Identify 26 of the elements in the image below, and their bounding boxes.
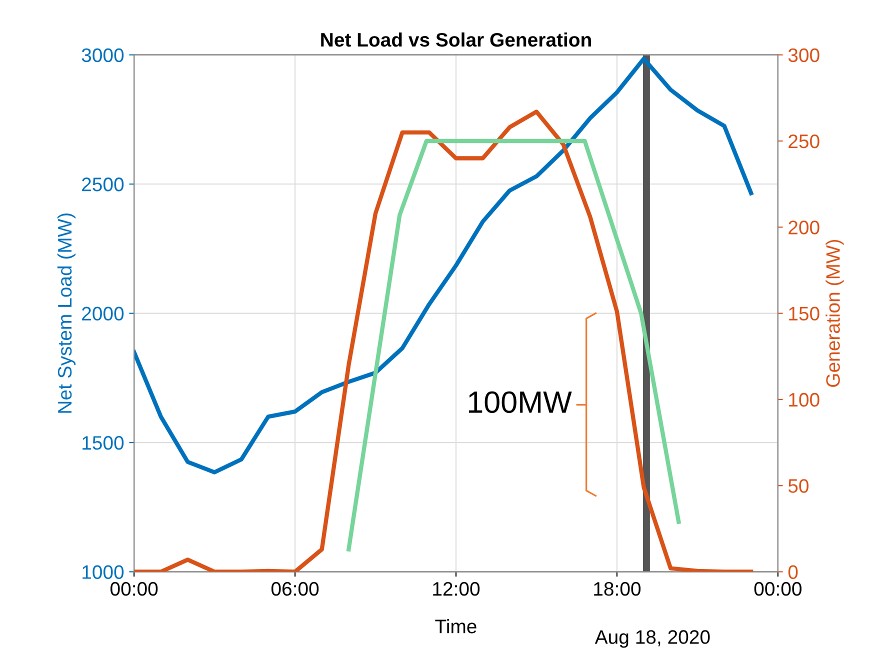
y2-axis-title: Generation (MW): [826, 240, 844, 387]
annotation: 100MW: [468, 391, 572, 414]
y-axis-title: Net System Load (MW): [57, 213, 76, 413]
x-tick-label: 00:00: [754, 582, 802, 596]
y2-tick-label: 150: [789, 306, 820, 321]
y2-tick-label: 200: [788, 220, 820, 234]
x-tick-label: 00:00: [110, 582, 158, 596]
y2-tick-label: 0: [788, 565, 798, 579]
x-axis-title: Time: [435, 619, 476, 634]
x-tick-label: 12:00: [433, 582, 480, 596]
y2-tick-label: 50: [788, 479, 809, 493]
chart-title: Net Load vs Solar Generation: [321, 32, 591, 47]
y2-tick-label: 300: [788, 48, 820, 62]
y-tick-label: 3000: [82, 48, 124, 62]
x-tick-label: 18:00: [594, 582, 641, 596]
y2-tick-label: 100: [789, 392, 820, 407]
line-series: [134, 110, 754, 572]
line-series: [346, 138, 681, 552]
y2-tick-label: 250: [788, 134, 820, 148]
y-tick-label: 2000: [82, 306, 124, 321]
y-tick-label: 1500: [82, 436, 124, 450]
y-tick-label: 1000: [82, 565, 124, 579]
line-series: [134, 56, 754, 474]
x-tick-label: 06:00: [271, 582, 319, 596]
y-tick-label: 2500: [82, 178, 124, 192]
text: Aug 18, 2020: [594, 630, 710, 648]
